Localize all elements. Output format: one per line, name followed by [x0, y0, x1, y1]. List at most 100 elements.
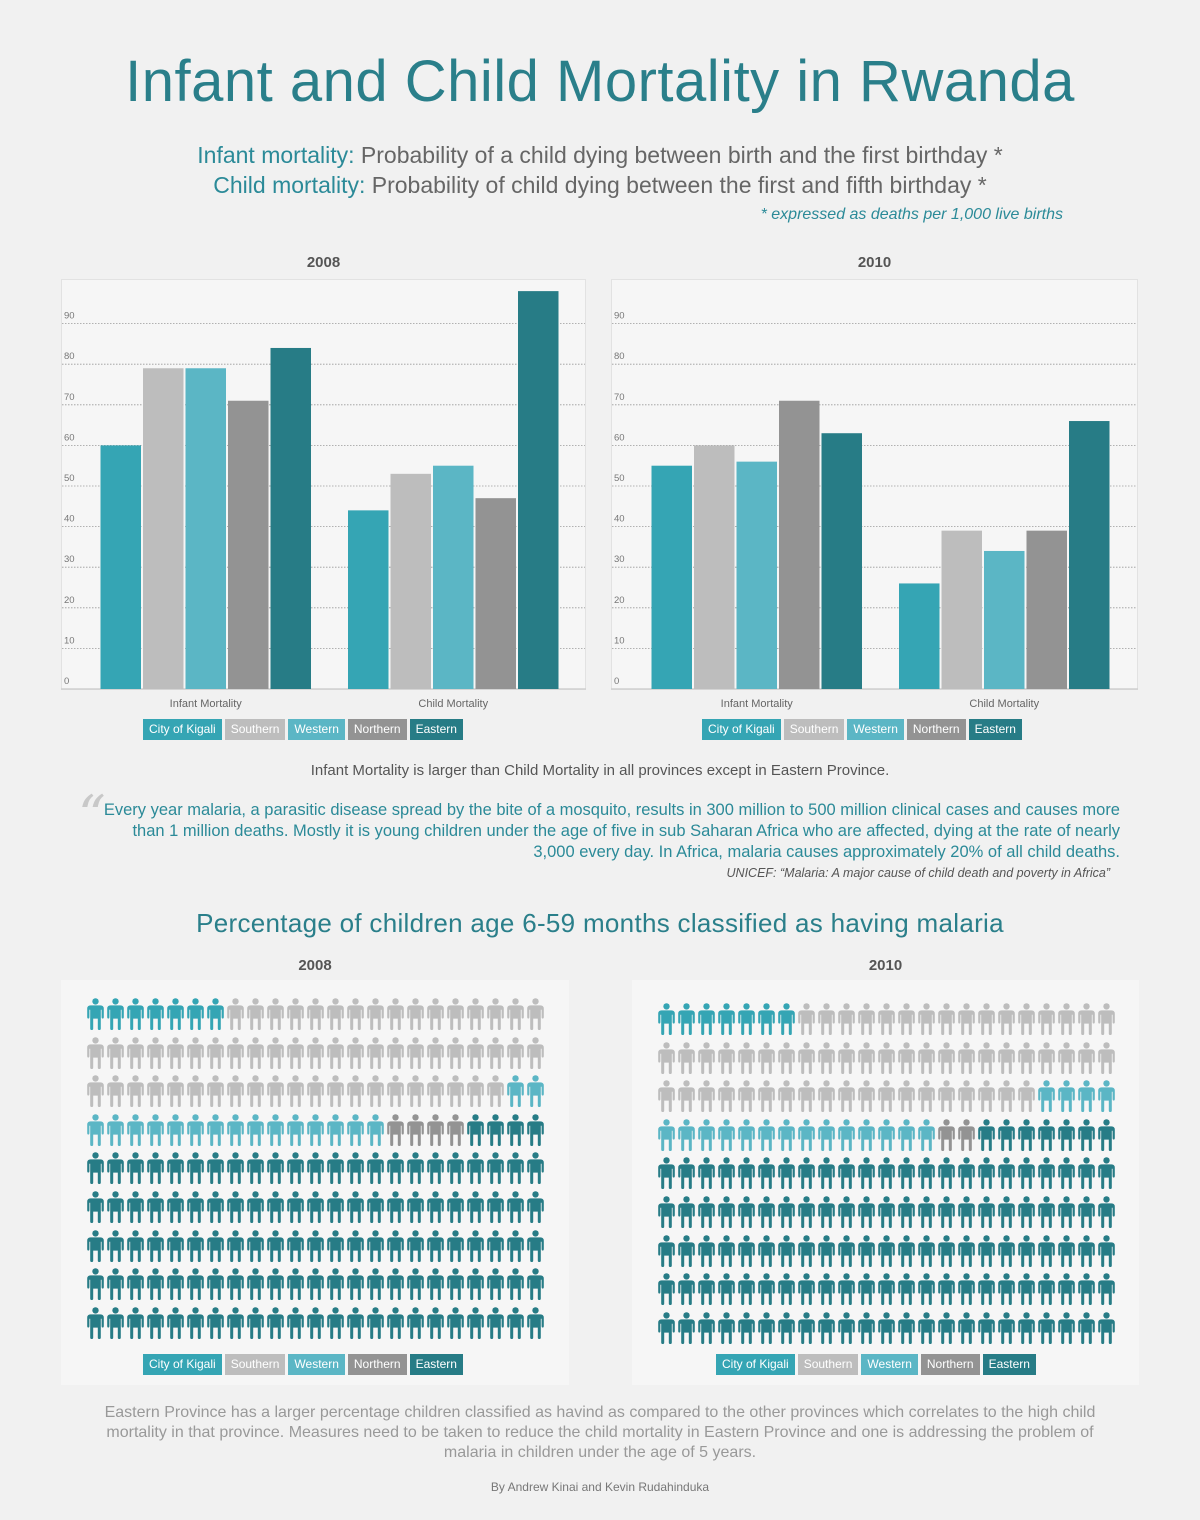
x-tick-label: Child Mortality [418, 698, 488, 710]
person-icon-southern [467, 1075, 484, 1108]
person-icon-southern [367, 1075, 384, 1108]
bar-eastern-infant-mortality [821, 433, 862, 689]
person-icon-southern [778, 1041, 795, 1074]
person-icon-southern [878, 1003, 895, 1035]
person-icon-eastern [267, 1229, 284, 1262]
person-icon-western [187, 1113, 204, 1146]
person-icon-western [147, 1113, 164, 1146]
person-icon-eastern [247, 1191, 264, 1223]
bar-southern-infant-mortality [694, 445, 735, 689]
legend-item-southern: Southern [224, 1354, 286, 1375]
y-tick-label: 30 [614, 554, 625, 565]
person-icon-eastern [1078, 1196, 1095, 1228]
person-icon-southern [347, 1075, 364, 1108]
person-icon-eastern [798, 1311, 815, 1344]
person-icon-eastern [878, 1311, 895, 1344]
person-icon-southern [978, 1003, 995, 1035]
person-icon-southern [858, 1041, 875, 1074]
person-icon-eastern [487, 1268, 504, 1301]
person-icon-eastern [307, 1191, 324, 1223]
person-icon-eastern [718, 1311, 735, 1344]
person-icon-eastern [227, 1306, 244, 1339]
page-title: Infant and Child Mortality in Rwanda [125, 49, 1075, 114]
person-icon-southern [147, 1036, 164, 1069]
person-icon-southern [367, 1036, 384, 1069]
person-icon-eastern [387, 1306, 404, 1339]
person-icon-eastern [267, 1306, 284, 1339]
person-icon-southern [958, 1080, 975, 1113]
person-icon-eastern [998, 1311, 1015, 1344]
person-icon-eastern [658, 1273, 675, 1306]
legend-item-southern: Southern [783, 719, 845, 740]
person-icon-eastern [758, 1311, 775, 1344]
bar-city-of-kigali-infant-mortality [651, 465, 692, 689]
person-icon-southern [267, 1036, 284, 1069]
person-icon-eastern [998, 1234, 1015, 1267]
person-icon-western [718, 1118, 735, 1151]
person-icon-southern [127, 1036, 144, 1069]
person-icon-southern [387, 1075, 404, 1108]
person-icon-southern [487, 1075, 504, 1108]
person-icon-southern [507, 1036, 524, 1069]
person-icon-eastern [858, 1196, 875, 1228]
person-icon-eastern [87, 1306, 104, 1339]
person-icon-southern [978, 1041, 995, 1074]
person-icon-eastern [978, 1196, 995, 1228]
person-icon-southern [918, 1041, 935, 1074]
legend-item-eastern: Eastern [968, 719, 1022, 740]
person-icon-eastern [187, 1191, 204, 1223]
person-icon-eastern [507, 1191, 524, 1223]
person-icon-eastern [447, 1268, 464, 1301]
person-icon-southern [658, 1041, 675, 1074]
person-icon-eastern [147, 1306, 164, 1339]
person-icon-western [658, 1118, 675, 1151]
person-icon-southern [958, 1041, 975, 1074]
person-icon-southern [878, 1041, 895, 1074]
person-icon-eastern [347, 1152, 364, 1185]
person-icon-eastern [778, 1196, 795, 1228]
person-icon-eastern [527, 1268, 544, 1301]
person-icon-eastern [658, 1196, 675, 1228]
person-icon-eastern [407, 1306, 424, 1339]
person-icon-southern [507, 998, 524, 1030]
person-icon-eastern [1098, 1196, 1115, 1228]
bar-southern-child-mortality [390, 473, 431, 689]
person-icon-eastern [427, 1268, 444, 1301]
person-icon-eastern [167, 1229, 184, 1262]
person-icon-southern [918, 1003, 935, 1035]
y-tick-label: 80 [64, 351, 75, 362]
person-icon-southern [187, 1075, 204, 1108]
person-icon-southern [287, 1075, 304, 1108]
person-icon-eastern [678, 1196, 695, 1228]
person-icon-eastern [127, 1268, 144, 1301]
person-icon-eastern [287, 1306, 304, 1339]
person-icon-eastern [958, 1311, 975, 1344]
person-icon-eastern [1018, 1157, 1035, 1190]
person-icon-southern [247, 998, 264, 1030]
person-icon-city-of-kigali [107, 998, 124, 1030]
person-icon-eastern [1018, 1311, 1035, 1344]
y-tick-label: 80 [614, 351, 625, 362]
person-icon-eastern [227, 1191, 244, 1223]
person-icon-eastern [918, 1311, 935, 1344]
person-icon-eastern [447, 1152, 464, 1185]
person-icon-southern [1018, 1080, 1035, 1113]
bar-city-of-kigali-child-mortality [899, 583, 940, 689]
insight-malaria: Eastern Province has a larger percentage… [104, 1404, 1096, 1461]
quote-source: UNICEF: “Malaria: A major cause of child… [726, 866, 1110, 880]
person-icon-southern [718, 1080, 735, 1113]
person-icon-eastern [1018, 1273, 1035, 1306]
person-icon-eastern [227, 1229, 244, 1262]
person-icon-eastern [207, 1268, 224, 1301]
person-icon-eastern [878, 1157, 895, 1190]
person-icon-eastern [738, 1311, 755, 1344]
person-icon-southern [467, 998, 484, 1030]
person-icon-southern [998, 1080, 1015, 1113]
person-icon-eastern [1078, 1118, 1095, 1151]
person-icon-western [207, 1113, 224, 1146]
person-icon-western [798, 1118, 815, 1151]
bar-eastern-child-mortality [518, 291, 559, 689]
person-icon-eastern [818, 1157, 835, 1190]
person-icon-eastern [527, 1152, 544, 1185]
person-icon-southern [738, 1041, 755, 1074]
